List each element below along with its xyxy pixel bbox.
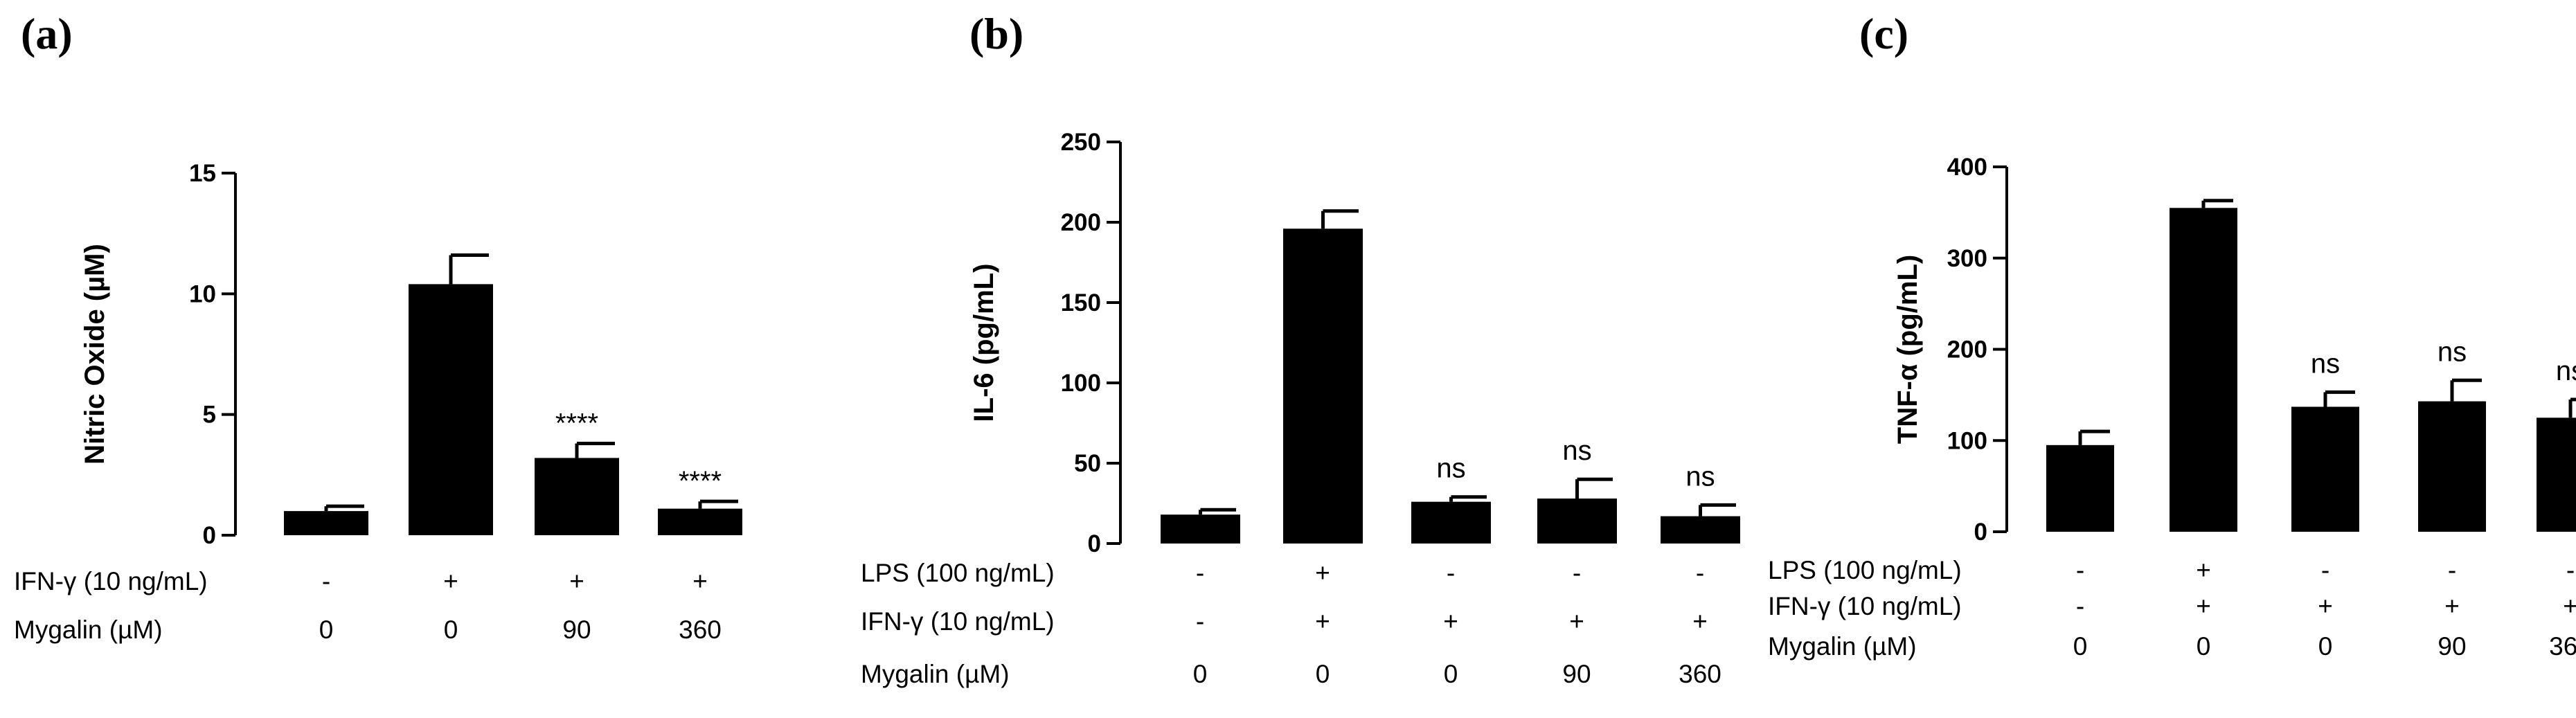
y-tick-label: 0 bbox=[203, 522, 216, 549]
y-tick-label: 50 bbox=[1074, 450, 1101, 477]
significance-label: ns bbox=[1562, 436, 1591, 466]
y-tick-label: 5 bbox=[203, 402, 216, 429]
condition-value: + bbox=[2196, 592, 2211, 620]
bar bbox=[2418, 401, 2486, 532]
bar bbox=[2046, 445, 2114, 532]
bar bbox=[1161, 514, 1240, 544]
y-tick-label: 0 bbox=[1088, 530, 1101, 557]
y-tick-label: 400 bbox=[1947, 154, 1987, 181]
condition-value: + bbox=[2318, 592, 2333, 620]
condition-value: + bbox=[2563, 592, 2576, 620]
condition-value: 0 bbox=[319, 616, 334, 644]
condition-label: Mygalin (µM) bbox=[14, 616, 163, 644]
condition-value: 0 bbox=[444, 616, 458, 644]
condition-value: + bbox=[1692, 607, 1708, 636]
condition-value: 0 bbox=[2318, 632, 2333, 661]
y-axis-label: Nitric Oxide (µM) bbox=[80, 244, 110, 465]
condition-value: 90 bbox=[562, 616, 591, 644]
condition-value: - bbox=[1196, 559, 1204, 587]
bar bbox=[1283, 228, 1363, 544]
y-tick-label: 15 bbox=[189, 160, 216, 187]
y-tick-label: 100 bbox=[1061, 370, 1101, 397]
condition-value: + bbox=[2444, 592, 2460, 620]
y-tick-label: 300 bbox=[1947, 245, 1987, 272]
condition-value: + bbox=[692, 567, 708, 595]
bar bbox=[2291, 406, 2359, 532]
condition-value: - bbox=[1447, 559, 1455, 587]
condition-label: IFN-γ (10 ng/mL) bbox=[14, 567, 208, 595]
significance-label: **** bbox=[555, 409, 598, 439]
condition-value: 0 bbox=[1316, 660, 1330, 688]
condition-value: - bbox=[2448, 556, 2456, 584]
bar bbox=[2537, 418, 2576, 532]
chart-panel-b: (b) 0 50 100 150 200 250 IL-6 (pg/mL) ns ns ns LPS … bbox=[861, 9, 1740, 688]
condition-value: + bbox=[569, 567, 584, 595]
chart-panel-a: (a) 0 5 10 15 Nitric Oxide (µM) **** **** IFN-γ … bbox=[14, 9, 742, 644]
condition-value: - bbox=[1196, 607, 1204, 636]
y-tick-label: 150 bbox=[1061, 289, 1101, 316]
condition-label: IFN-γ (10 ng/mL) bbox=[1768, 592, 1962, 620]
bar bbox=[535, 458, 619, 535]
y-tick-label: 200 bbox=[1947, 336, 1987, 364]
condition-label: Mygalin (µM) bbox=[1768, 632, 1917, 661]
y-axis-label: IL-6 (pg/mL) bbox=[969, 264, 999, 422]
condition-value: 360 bbox=[2549, 632, 2576, 661]
condition-value: 360 bbox=[1679, 660, 1721, 688]
condition-value: + bbox=[1443, 607, 1458, 636]
chart-panel-c: (c) 0 100 200 300 400 TNF-α (pg/mL) ns ns ns LPS (… bbox=[1768, 9, 2576, 661]
condition-value: + bbox=[1569, 607, 1584, 636]
condition-value: - bbox=[2076, 592, 2084, 620]
significance-label: ns bbox=[2438, 336, 2467, 367]
bar bbox=[1661, 516, 1740, 544]
bar bbox=[284, 511, 368, 535]
condition-value: - bbox=[2321, 556, 2329, 584]
condition-value: 0 bbox=[2073, 632, 2088, 661]
panel-label: (a) bbox=[21, 9, 73, 58]
y-tick-label: 0 bbox=[1974, 519, 1987, 546]
condition-label: LPS (100 ng/mL) bbox=[1768, 556, 1962, 584]
significance-label: **** bbox=[679, 466, 722, 496]
condition-label: Mygalin (µM) bbox=[861, 660, 1010, 688]
condition-value: 90 bbox=[2438, 632, 2466, 661]
bar bbox=[409, 284, 493, 535]
significance-label: ns bbox=[2556, 356, 2576, 386]
significance-label: ns bbox=[1436, 454, 1465, 484]
condition-value: 0 bbox=[2197, 632, 2211, 661]
panel-label: (b) bbox=[969, 9, 1023, 58]
condition-value: 90 bbox=[1562, 660, 1591, 688]
condition-label: LPS (100 ng/mL) bbox=[861, 559, 1055, 587]
condition-value: 0 bbox=[1444, 660, 1458, 688]
bar bbox=[1411, 501, 1491, 544]
y-tick-label: 200 bbox=[1061, 209, 1101, 236]
condition-value: 0 bbox=[1193, 660, 1208, 688]
significance-label: ns bbox=[2311, 348, 2340, 379]
condition-label: IFN-γ (10 ng/mL) bbox=[861, 607, 1055, 636]
panel-label: (c) bbox=[1859, 9, 1908, 58]
condition-value: + bbox=[2196, 556, 2211, 584]
condition-value: - bbox=[1573, 559, 1581, 587]
condition-value: - bbox=[1696, 559, 1704, 587]
condition-value: - bbox=[2076, 556, 2084, 584]
y-tick-label: 250 bbox=[1061, 129, 1101, 156]
bar bbox=[1537, 499, 1617, 544]
condition-value: - bbox=[322, 567, 330, 595]
y-axis-label: TNF-α (pg/mL) bbox=[1893, 255, 1923, 444]
condition-value: - bbox=[2566, 556, 2575, 584]
condition-value: + bbox=[443, 567, 458, 595]
y-tick-label: 100 bbox=[1947, 427, 1987, 454]
bar bbox=[2170, 208, 2237, 532]
bar bbox=[658, 508, 742, 535]
condition-value: + bbox=[1315, 559, 1330, 587]
condition-value: + bbox=[1315, 607, 1330, 636]
significance-label: ns bbox=[1685, 461, 1715, 492]
condition-value: 360 bbox=[679, 616, 722, 644]
y-tick-label: 10 bbox=[189, 280, 216, 307]
